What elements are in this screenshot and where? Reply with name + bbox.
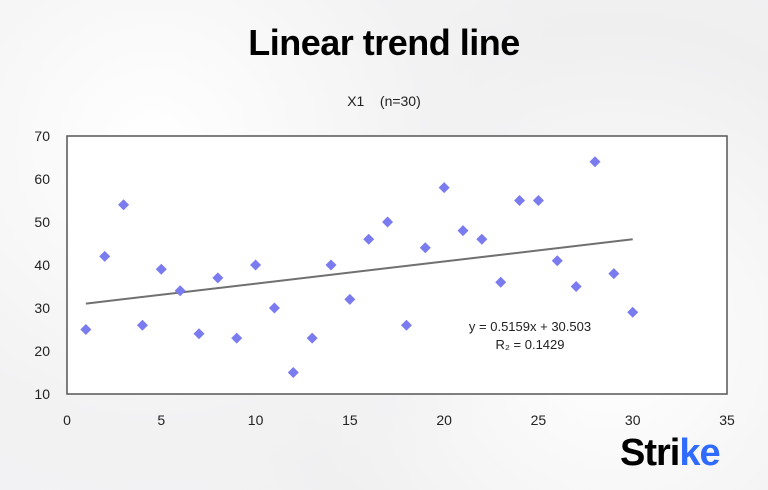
data-point xyxy=(80,324,92,335)
data-point xyxy=(212,272,224,284)
data-point xyxy=(382,216,394,228)
x-tick-label: 10 xyxy=(248,412,264,428)
data-point xyxy=(551,255,563,267)
data-point xyxy=(250,259,262,271)
x-tick-label: 5 xyxy=(157,412,165,428)
data-point xyxy=(174,285,186,297)
equation-label: y = 0.5159x + 30.503 xyxy=(469,319,591,334)
data-point xyxy=(136,319,148,331)
data-point xyxy=(287,367,299,378)
data-point xyxy=(325,259,337,271)
x-tick-label: 15 xyxy=(342,412,358,428)
data-point xyxy=(193,328,205,340)
data-point xyxy=(438,182,450,194)
y-tick-label: 30 xyxy=(34,300,50,316)
data-point xyxy=(419,242,431,254)
x-tick-label: 30 xyxy=(625,412,641,428)
x-tick-label: 20 xyxy=(436,412,452,428)
x-tick-label: 0 xyxy=(63,412,71,428)
data-point xyxy=(476,233,488,245)
plot-area xyxy=(66,135,728,395)
r2-label: R₂ = 0.1429 xyxy=(495,337,564,352)
data-point xyxy=(457,225,469,237)
data-point xyxy=(570,281,582,292)
x-tick-label: 35 xyxy=(719,412,735,428)
y-tick-label: 70 xyxy=(34,128,50,144)
y-tick-label: 60 xyxy=(34,171,50,187)
chart-title: Linear trend line xyxy=(248,22,520,63)
data-point xyxy=(268,302,280,314)
data-point xyxy=(363,233,375,245)
data-point xyxy=(306,332,318,344)
data-point xyxy=(627,306,639,318)
data-point xyxy=(608,268,620,280)
chart-subtitle: X1 (n=30) xyxy=(347,93,421,109)
data-point xyxy=(99,250,111,262)
y-tick-label: 10 xyxy=(34,386,50,402)
data-point xyxy=(589,156,601,168)
y-tick-label: 20 xyxy=(34,343,50,359)
y-tick-label: 50 xyxy=(34,214,50,230)
data-point xyxy=(400,319,412,331)
data-point xyxy=(514,195,526,206)
strike-logo: Strike xyxy=(620,432,721,474)
data-point xyxy=(118,199,130,211)
data-point xyxy=(344,293,356,305)
data-point xyxy=(231,332,243,344)
x-tick-label: 25 xyxy=(531,412,547,428)
data-point xyxy=(155,263,167,275)
data-point xyxy=(495,276,507,288)
data-point xyxy=(532,195,544,206)
y-tick-label: 40 xyxy=(34,257,50,273)
